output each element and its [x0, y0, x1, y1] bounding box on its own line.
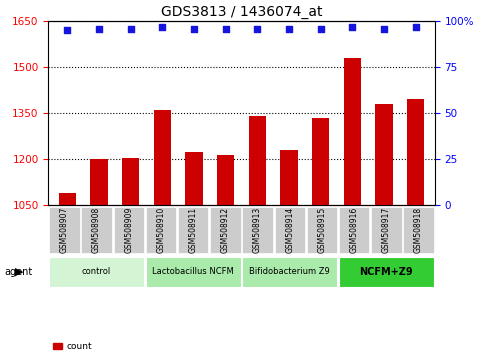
Point	[127, 26, 134, 32]
Text: GSM508912: GSM508912	[221, 207, 230, 253]
Text: GSM508918: GSM508918	[414, 207, 423, 253]
Bar	[375, 104, 393, 205]
Text: GSM508914: GSM508914	[285, 207, 294, 253]
Bar	[249, 116, 266, 205]
Point	[317, 26, 325, 32]
Text: Bifidobacterium Z9: Bifidobacterium Z9	[249, 267, 330, 276]
Text: GSM508917: GSM508917	[382, 207, 391, 253]
Text: GSM508913: GSM508913	[253, 207, 262, 253]
Text: GSM508908: GSM508908	[92, 207, 101, 253]
Bar	[58, 193, 76, 205]
Bar	[122, 158, 140, 205]
Bar	[154, 110, 171, 205]
Point	[412, 24, 420, 30]
Legend: count, percentile rank within the sample: count, percentile rank within the sample	[53, 342, 219, 354]
Text: NCFM+Z9: NCFM+Z9	[359, 267, 413, 277]
Text: GSM508909: GSM508909	[124, 207, 133, 253]
Point	[254, 26, 261, 32]
Point	[349, 24, 356, 30]
Bar	[217, 155, 234, 205]
Point	[380, 26, 388, 32]
Point	[190, 26, 198, 32]
Bar	[407, 99, 425, 205]
Point	[158, 24, 166, 30]
Bar	[312, 118, 329, 205]
Title: GDS3813 / 1436074_at: GDS3813 / 1436074_at	[161, 5, 322, 19]
Point	[95, 26, 103, 32]
Text: GSM508907: GSM508907	[60, 207, 69, 253]
Text: Lactobacillus NCFM: Lactobacillus NCFM	[152, 267, 234, 276]
Bar	[90, 159, 108, 205]
Text: GSM508915: GSM508915	[317, 207, 327, 253]
Text: GSM508911: GSM508911	[189, 207, 198, 253]
Text: ▶: ▶	[15, 267, 24, 277]
Text: control: control	[82, 267, 111, 276]
Text: GSM508916: GSM508916	[350, 207, 359, 253]
Text: GSM508910: GSM508910	[156, 207, 166, 253]
Point	[222, 26, 229, 32]
Point	[285, 26, 293, 32]
Point	[63, 28, 71, 33]
Bar	[185, 152, 203, 205]
Bar	[280, 150, 298, 205]
Text: agent: agent	[5, 267, 33, 277]
Bar	[343, 58, 361, 205]
